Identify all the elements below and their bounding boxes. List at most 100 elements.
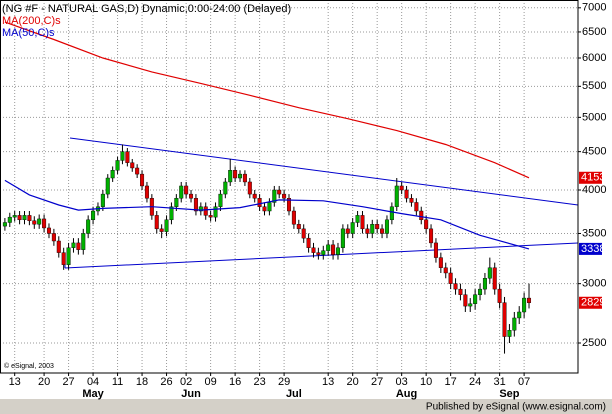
- candle-body: [238, 173, 243, 179]
- candle-body: [414, 202, 419, 212]
- candle-body: [458, 288, 463, 295]
- candle-body: [110, 170, 115, 179]
- candle-body: [478, 288, 483, 295]
- candle-body: [61, 252, 66, 265]
- y-tick-label: 2500: [582, 337, 606, 349]
- candle-body: [208, 215, 213, 218]
- price-tag-label: 3338: [581, 243, 605, 255]
- candle-body: [257, 198, 262, 207]
- candle-body: [66, 247, 71, 265]
- candle-body: [27, 215, 32, 221]
- x-tick-label: 13: [322, 376, 334, 388]
- candle-body: [468, 303, 473, 307]
- candle-body: [272, 189, 277, 203]
- candle-body: [198, 206, 203, 212]
- candle-body: [497, 288, 502, 303]
- candle-body: [482, 278, 487, 290]
- y-tick-label: 6500: [582, 26, 606, 38]
- y-tick-label: 5500: [582, 80, 606, 92]
- candle-body: [345, 228, 350, 234]
- month-label: Jul: [286, 388, 302, 400]
- candle-body: [81, 233, 86, 250]
- chart-title: (NG #F - NATURAL GAS,D) Dynamic,0:00-24:…: [2, 3, 291, 15]
- candle-body: [360, 215, 365, 230]
- x-tick-label: 10: [420, 376, 432, 388]
- moving-average-line: [4, 21, 530, 179]
- candle-body: [522, 297, 527, 313]
- candle-body: [399, 185, 404, 191]
- status-bar: [0, 399, 612, 414]
- candle-body: [233, 170, 238, 179]
- x-tick-label: 09: [205, 376, 217, 388]
- legend-entry: MA(200,C)s: [2, 15, 61, 27]
- month-label: May: [82, 388, 104, 400]
- candle-body: [247, 181, 252, 195]
- candle-body: [453, 283, 458, 290]
- candle-body: [350, 222, 355, 234]
- x-tick-label: 20: [347, 376, 359, 388]
- candle-body: [252, 193, 257, 199]
- candle-body: [42, 218, 47, 229]
- candle-body: [473, 294, 478, 304]
- candle-body: [331, 244, 336, 255]
- candle-body: [507, 330, 512, 337]
- candle-body: [120, 151, 125, 161]
- candle-body: [502, 302, 507, 337]
- candle-body: [512, 317, 517, 331]
- candle-body: [321, 250, 326, 255]
- price-tag: [579, 296, 602, 309]
- candle-body: [7, 216, 12, 223]
- candle-body: [193, 198, 198, 212]
- x-tick-label: 03: [396, 376, 408, 388]
- plot: [2, 21, 532, 354]
- candle-body: [218, 193, 223, 207]
- candle-body: [448, 272, 453, 284]
- x-tick-label: 16: [229, 376, 241, 388]
- candle-body: [340, 228, 345, 248]
- candle-body: [100, 193, 105, 207]
- candle-body: [384, 219, 389, 234]
- candle-body: [37, 218, 42, 225]
- candle-body: [32, 220, 37, 225]
- candle-body: [76, 242, 81, 250]
- grid: [0, 0, 578, 373]
- candle-body: [189, 193, 194, 199]
- candle-body: [125, 151, 130, 163]
- candle-body: [242, 173, 247, 183]
- candle-body: [306, 237, 311, 248]
- candle-body: [316, 252, 321, 255]
- candle-body: [380, 228, 385, 234]
- price-tag: [579, 171, 602, 184]
- x-tick-label: 27: [371, 376, 383, 388]
- candle-body: [527, 297, 532, 303]
- candle-body: [154, 215, 159, 230]
- candle-body: [56, 240, 61, 253]
- candle-body: [282, 193, 287, 199]
- candle-body: [389, 206, 394, 221]
- moving-average-line: [4, 179, 530, 250]
- candle-body: [291, 210, 296, 225]
- y-tick-label: 4000: [582, 184, 606, 196]
- candle-body: [311, 247, 316, 253]
- candle-body: [223, 181, 228, 195]
- candle-body: [419, 210, 424, 221]
- candle-body: [424, 219, 429, 230]
- candle-body: [301, 228, 306, 239]
- candle-body: [487, 267, 492, 279]
- candle-body: [326, 244, 331, 251]
- y-tick-label: 3500: [582, 227, 606, 239]
- x-tick-label: 17: [445, 376, 457, 388]
- candle-body: [267, 202, 272, 212]
- x-tick-label: 20: [38, 376, 50, 388]
- candle-body: [277, 189, 282, 195]
- candle-body: [91, 210, 96, 221]
- y-tick-label: 6000: [582, 52, 606, 64]
- candle-body: [174, 198, 179, 207]
- x-tick-label: 02: [180, 376, 192, 388]
- credit: Published by eSignal (www.esignal.com): [426, 402, 606, 413]
- legend-entry: MA(50,C)s: [2, 27, 55, 39]
- month-label: Sep: [499, 388, 519, 400]
- candle-body: [22, 215, 27, 221]
- candle-body: [71, 242, 76, 248]
